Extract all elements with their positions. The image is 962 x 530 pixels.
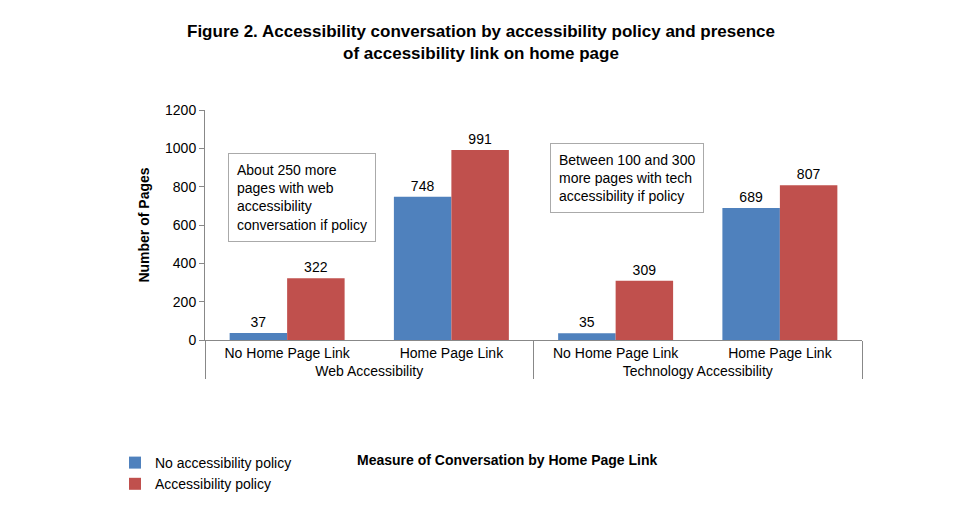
svg-text:0: 0 (188, 332, 196, 348)
svg-text:No accessibility policy: No accessibility policy (155, 455, 291, 471)
svg-text:Number of Pages: Number of Pages (136, 167, 152, 282)
svg-text:35: 35 (579, 314, 595, 330)
svg-text:991: 991 (468, 131, 492, 147)
svg-text:807: 807 (797, 166, 821, 182)
svg-text:Technology Accessibility: Technology Accessibility (623, 363, 773, 379)
svg-text:309: 309 (633, 262, 657, 278)
svg-text:No Home Page Link: No Home Page Link (553, 345, 679, 361)
svg-text:Home Page Link: Home Page Link (728, 345, 833, 361)
svg-text:689: 689 (739, 189, 763, 205)
svg-text:600: 600 (173, 217, 197, 233)
svg-text:1000: 1000 (165, 140, 196, 156)
svg-text:No Home Page Link: No Home Page Link (224, 345, 350, 361)
svg-text:About 250 morepages with webac: About 250 morepages with webaccessibilit… (237, 162, 367, 233)
svg-text:Between 100 and 300more pages: Between 100 and 300more pages with techa… (559, 152, 695, 204)
svg-text:400: 400 (173, 255, 197, 271)
svg-text:1200: 1200 (165, 102, 196, 118)
svg-text:800: 800 (173, 179, 197, 195)
svg-text:200: 200 (173, 294, 197, 310)
svg-text:Accessibility policy: Accessibility policy (155, 476, 271, 492)
svg-text:37: 37 (250, 314, 266, 330)
svg-text:Figure 2. Accessibility conver: Figure 2. Accessibility conversation by … (187, 22, 775, 63)
svg-text:Measure of Conversation by Hom: Measure of Conversation by Home Page Lin… (357, 452, 658, 468)
svg-text:Home Page Link: Home Page Link (400, 345, 505, 361)
svg-text:Web Accessibility: Web Accessibility (315, 363, 423, 379)
svg-text:322: 322 (304, 259, 328, 275)
svg-text:748: 748 (411, 178, 435, 194)
